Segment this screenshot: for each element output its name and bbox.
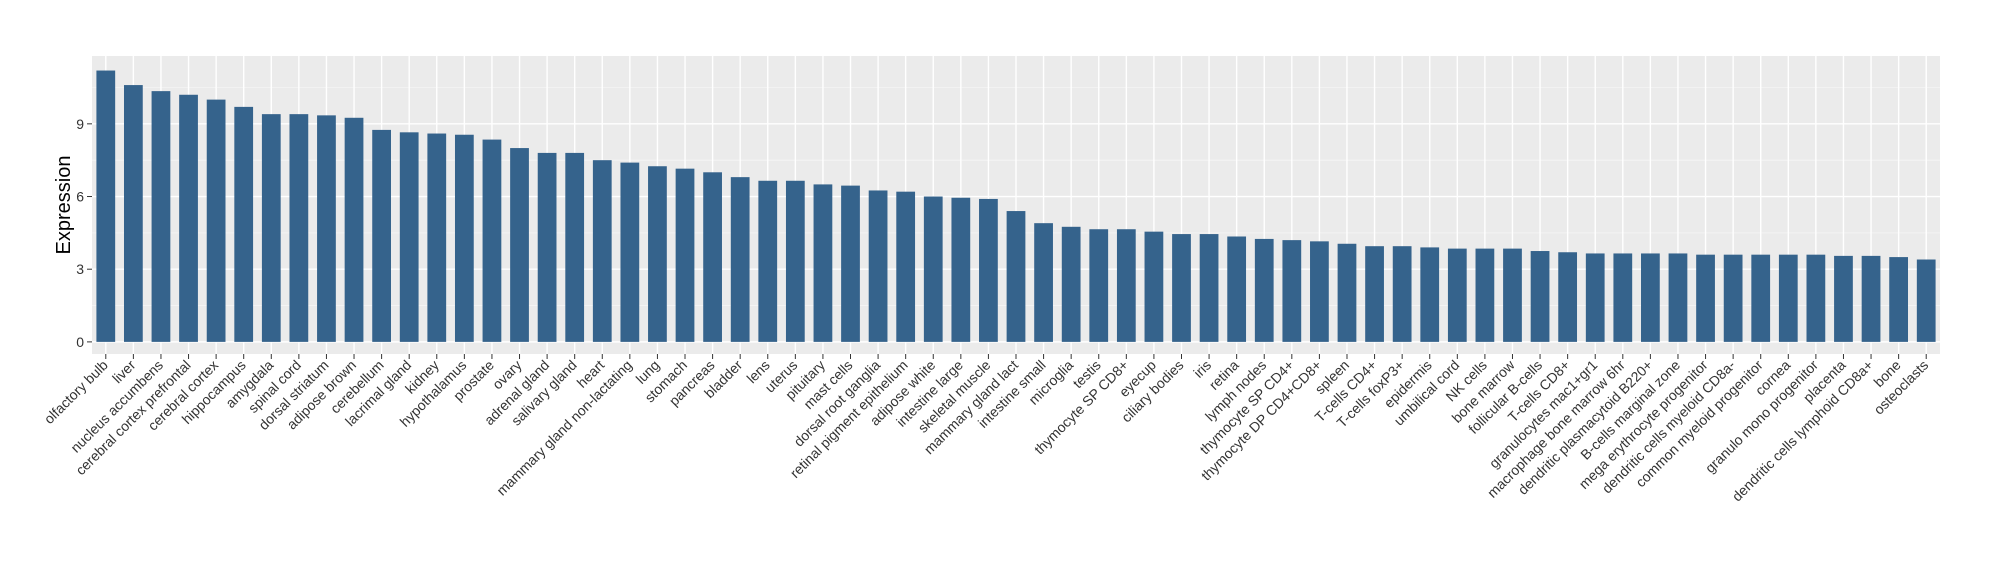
bar <box>1751 254 1771 342</box>
bar <box>813 184 833 342</box>
bar <box>923 196 943 342</box>
y-tick-label: 0 <box>76 334 84 350</box>
bar <box>648 166 667 342</box>
bar <box>868 190 888 342</box>
bar <box>1392 246 1412 342</box>
bar <box>1282 240 1302 342</box>
bar <box>344 117 364 342</box>
bar <box>758 180 778 342</box>
bar <box>1668 253 1688 342</box>
bar <box>1006 211 1026 342</box>
bar <box>537 152 557 342</box>
bar <box>1447 248 1467 342</box>
bar <box>206 99 226 342</box>
bar <box>1778 254 1798 342</box>
bar <box>1916 259 1936 342</box>
bar <box>1034 223 1053 342</box>
bar <box>1089 229 1109 342</box>
bar <box>1558 252 1578 342</box>
bar <box>1834 255 1853 342</box>
bar <box>1199 234 1219 342</box>
y-tick-label: 3 <box>76 261 84 277</box>
bar <box>1530 251 1550 342</box>
bar <box>785 180 805 342</box>
bar <box>1889 257 1909 342</box>
bar <box>261 114 281 342</box>
bar <box>1116 229 1136 342</box>
bar <box>1696 254 1715 342</box>
bar <box>730 177 750 342</box>
y-tick-label: 6 <box>76 189 84 205</box>
bar <box>96 70 116 342</box>
bar <box>1254 238 1274 342</box>
y-axis-title: Expression <box>53 156 75 255</box>
bar <box>620 162 640 342</box>
bar <box>1503 248 1522 342</box>
bar <box>1641 253 1660 342</box>
bar <box>179 94 198 342</box>
y-tick-label: 9 <box>76 116 84 132</box>
bar <box>454 134 474 342</box>
bar <box>951 197 971 342</box>
bar <box>592 160 612 342</box>
bar <box>896 191 916 342</box>
bars-group <box>96 70 1936 342</box>
bar <box>482 139 502 342</box>
bar <box>1227 236 1247 342</box>
bar <box>1310 241 1329 342</box>
bar <box>1613 253 1633 342</box>
bar <box>151 91 171 342</box>
bar <box>123 85 143 342</box>
bar <box>1337 243 1357 342</box>
bar <box>1420 247 1440 342</box>
bar <box>1585 253 1605 342</box>
bar <box>1861 255 1881 342</box>
bar <box>1365 246 1384 342</box>
bar <box>1475 248 1495 342</box>
bar <box>565 152 585 342</box>
bar <box>234 106 254 342</box>
bar <box>841 185 860 342</box>
bar <box>399 132 419 342</box>
bar <box>1723 254 1743 342</box>
bar <box>1806 254 1826 342</box>
bar <box>289 114 309 342</box>
y-axis: 0 3 6 9 <box>76 116 92 350</box>
bar <box>1061 226 1081 342</box>
bar <box>1144 231 1164 342</box>
bar <box>317 115 336 342</box>
bar <box>427 133 447 342</box>
bar <box>703 172 722 342</box>
bar <box>675 168 695 342</box>
bar <box>1172 234 1191 342</box>
bar <box>979 198 998 342</box>
bar <box>372 129 391 342</box>
bar <box>510 148 529 342</box>
